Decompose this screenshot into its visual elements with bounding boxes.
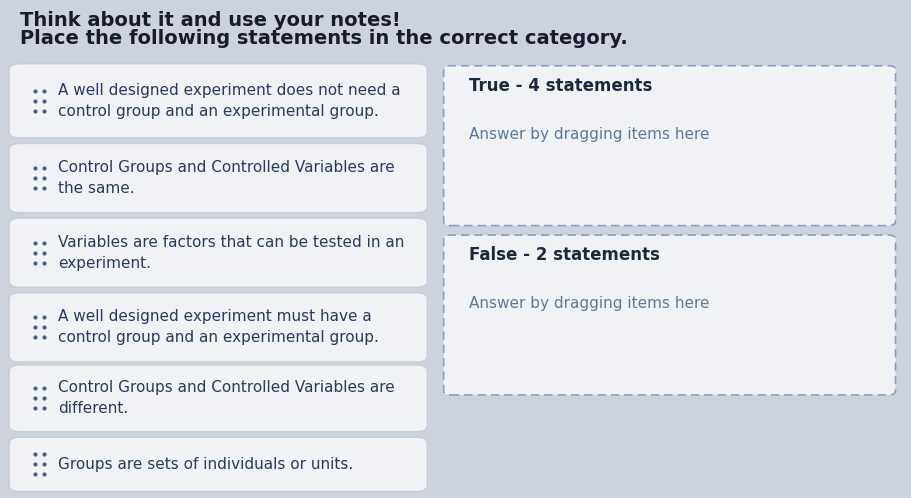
Text: Answer by dragging items here: Answer by dragging items here bbox=[469, 127, 710, 142]
Text: Answer by dragging items here: Answer by dragging items here bbox=[469, 296, 710, 311]
Text: A well designed experiment does not need a
control group and an experimental gro: A well designed experiment does not need… bbox=[58, 83, 401, 119]
Text: Place the following statements in the correct category.: Place the following statements in the co… bbox=[20, 29, 628, 48]
FancyBboxPatch shape bbox=[9, 218, 427, 287]
FancyBboxPatch shape bbox=[9, 293, 427, 362]
FancyBboxPatch shape bbox=[9, 64, 427, 138]
FancyBboxPatch shape bbox=[9, 143, 427, 213]
FancyBboxPatch shape bbox=[9, 365, 427, 432]
Text: True - 4 statements: True - 4 statements bbox=[469, 77, 652, 95]
Text: Groups are sets of individuals or units.: Groups are sets of individuals or units. bbox=[58, 457, 353, 472]
FancyBboxPatch shape bbox=[9, 437, 427, 492]
FancyBboxPatch shape bbox=[444, 235, 896, 395]
Text: Think about it and use your notes!: Think about it and use your notes! bbox=[20, 11, 401, 30]
Text: False - 2 statements: False - 2 statements bbox=[469, 246, 660, 264]
FancyBboxPatch shape bbox=[444, 66, 896, 226]
Text: A well designed experiment must have a
control group and an experimental group.: A well designed experiment must have a c… bbox=[58, 309, 379, 346]
Text: Control Groups and Controlled Variables are
different.: Control Groups and Controlled Variables … bbox=[58, 380, 395, 416]
Text: Control Groups and Controlled Variables are
the same.: Control Groups and Controlled Variables … bbox=[58, 160, 395, 196]
Text: Variables are factors that can be tested in an
experiment.: Variables are factors that can be tested… bbox=[58, 235, 404, 271]
